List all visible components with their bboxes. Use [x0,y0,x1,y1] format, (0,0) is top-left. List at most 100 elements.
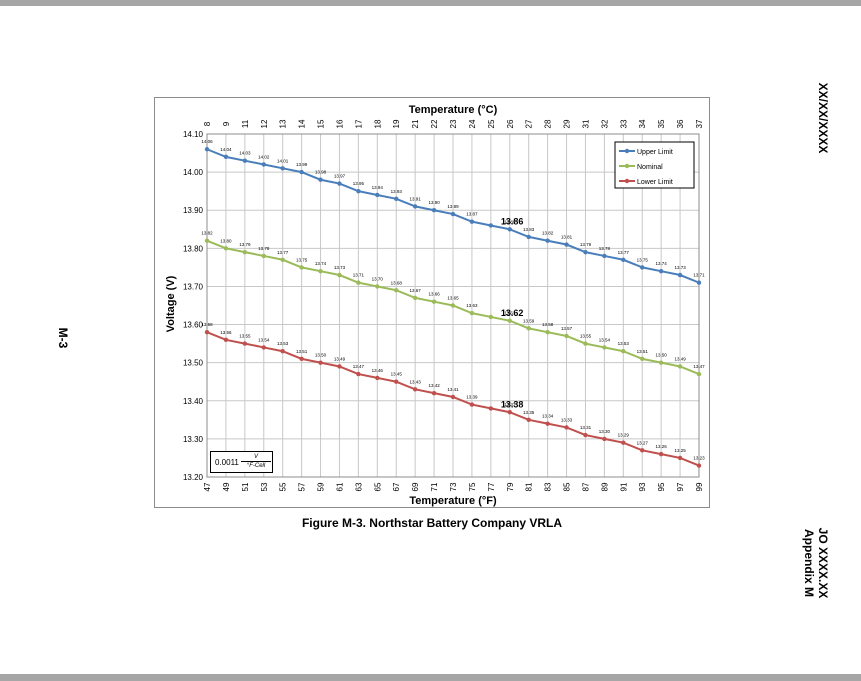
data-point [621,257,626,262]
data-label: 13.47 [353,364,365,369]
data-point [375,192,380,198]
data-label: 13.79 [580,242,592,247]
top-axis-label: Temperature (°C) [409,104,498,116]
data-point [469,219,475,224]
data-label: 13.71 [353,273,365,278]
jo-number: JO XXXX.XX [816,527,830,599]
x2-tick-label: 37 [695,119,704,128]
y-tick-label: 13.50 [183,359,204,368]
data-label: 13.51 [637,349,649,354]
data-label: 13.33 [561,417,573,422]
x2-tick-label: 29 [563,119,572,128]
data-label: 13.73 [674,265,686,270]
y-tick-label: 13.60 [183,321,204,330]
data-point [640,356,645,362]
data-point [640,448,645,453]
x2-tick-label: 21 [411,119,420,128]
data-point [564,425,569,430]
data-point [602,436,607,442]
x2-tick-label: 9 [222,121,231,126]
x2-tick-label: 33 [619,119,628,128]
legend-marker [624,163,630,169]
data-label: 13.62 [501,308,524,318]
y-tick-label: 13.70 [183,282,204,291]
data-label: 13.74 [656,261,668,266]
x-tick-label: 49 [222,482,231,491]
data-label: 13.55 [239,334,251,339]
data-label: 13.47 [693,364,705,369]
data-label: 13.26 [656,444,668,449]
data-label: 13.95 [353,181,365,186]
data-point [318,360,323,365]
data-label: 13.82 [201,231,213,236]
data-label: 13.35 [523,410,535,415]
data-point [318,269,323,274]
data-point [223,337,229,342]
legend-label: Lower Limit [637,179,673,186]
data-label: 13.78 [599,246,611,251]
data-label: 13.58 [201,322,213,327]
data-point [677,364,683,369]
x-tick-label: 99 [695,482,704,491]
legend-label: Nominal [637,164,663,171]
y-tick-label: 14.00 [183,168,204,177]
data-label: 13.51 [296,349,308,354]
data-point [658,451,664,457]
data-label: 13.53 [277,341,289,346]
x2-tick-label: 8 [203,121,212,126]
data-label: 13.29 [618,433,630,438]
data-point [450,303,456,308]
data-label: 13.45 [391,372,403,377]
x-tick-label: 59 [317,482,326,491]
data-label: 13.49 [334,356,346,361]
data-label: 13.66 [428,292,440,297]
data-point [261,162,266,167]
data-point [280,349,285,354]
x-tick-label: 57 [298,482,307,491]
x-tick-label: 55 [279,482,288,491]
data-label: 13.46 [372,368,384,373]
data-point [394,379,399,384]
x2-tick-label: 25 [487,119,496,128]
data-point [431,390,437,396]
data-point [394,196,399,201]
viewer-bottom-bar [0,674,861,681]
data-point [356,371,361,377]
data-point [394,288,399,293]
formula-fraction: V °F-Cell [241,453,271,470]
data-label: 13.55 [580,334,592,339]
data-point [677,272,683,278]
data-point [696,463,702,468]
x-tick-label: 83 [544,482,553,491]
x-tick-label: 87 [581,482,590,491]
formula-coefficient: 0.0011 [215,458,239,467]
data-point [526,417,531,423]
appendix-label: Appendix M [802,529,816,597]
data-point [412,295,418,301]
data-label: 13.90 [428,200,440,205]
data-label: 13.74 [315,261,327,266]
x-tick-label: 79 [506,482,515,491]
data-point [488,223,494,228]
data-point [450,211,456,217]
x2-tick-label: 34 [638,119,647,128]
data-point [356,188,361,194]
data-point [299,356,304,362]
data-label: 13.65 [447,296,459,301]
data-point [621,349,626,354]
x-tick-label: 71 [430,482,439,491]
data-label: 13.79 [239,242,251,247]
data-label: 13.68 [391,280,403,285]
data-point [280,257,285,262]
legend: Upper Limit Nominal Lower Limit [614,141,695,189]
x2-tick-label: 11 [241,119,250,128]
series-points [204,147,702,468]
x2-tick-label: 14 [298,119,307,128]
data-label: 13.50 [315,353,327,358]
data-label: 14.06 [201,139,213,144]
x-tick-label: 67 [392,482,401,491]
data-label: 13.82 [542,231,554,236]
data-label: 13.89 [447,204,459,209]
data-point [242,341,248,346]
x-tick-label: 61 [335,482,344,491]
